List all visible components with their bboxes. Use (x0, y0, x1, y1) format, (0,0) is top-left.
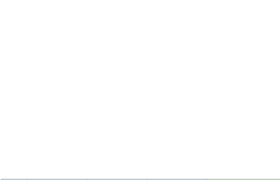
Bar (87, 179, 147, 180)
Bar (27, 179, 87, 180)
Bar (1, 179, 27, 180)
Bar (147, 179, 207, 180)
Bar (207, 179, 280, 180)
